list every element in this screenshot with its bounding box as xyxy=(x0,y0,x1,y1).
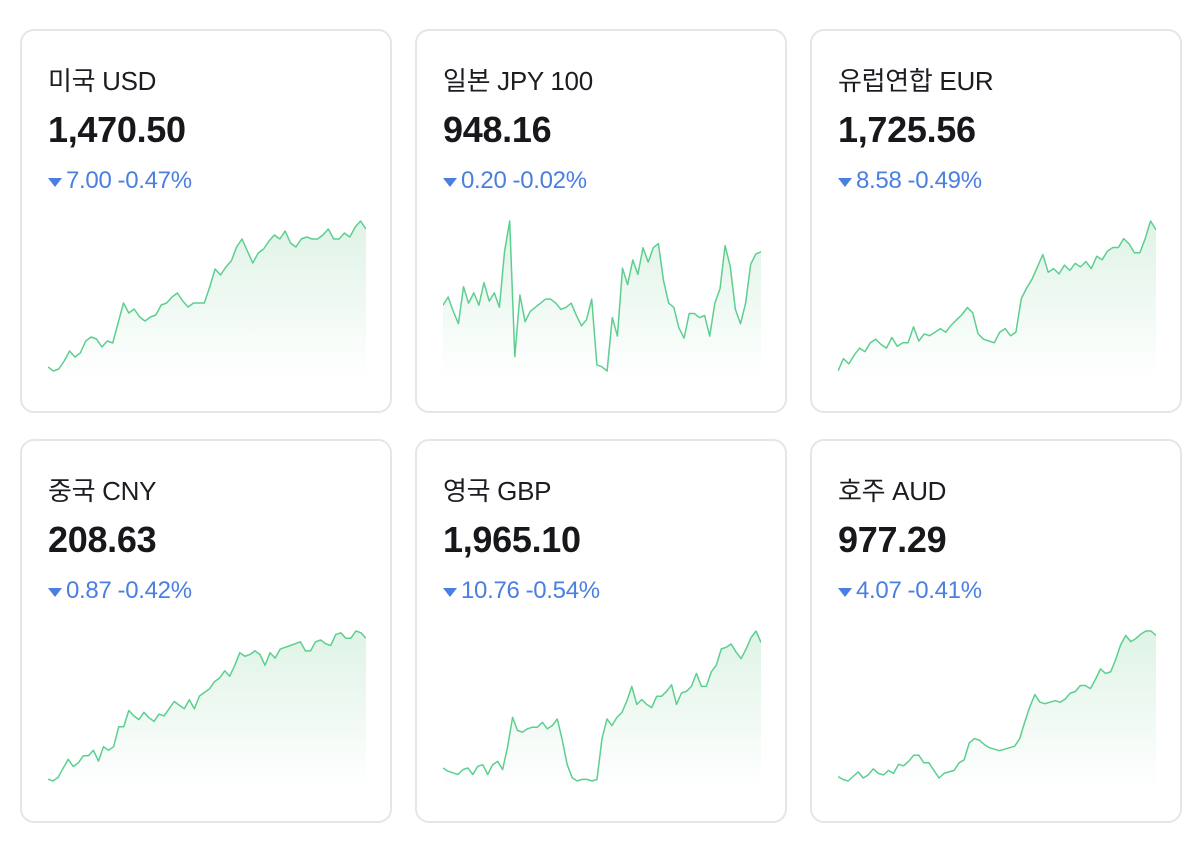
down-triangle-icon xyxy=(838,177,852,187)
currency-card[interactable]: 호주 AUD 977.29 4.07 -0.41% xyxy=(810,439,1182,823)
currency-card[interactable]: 유럽연합 EUR 1,725.56 8.58 -0.49% xyxy=(810,29,1182,413)
exchange-rate: 948.16 xyxy=(443,109,552,150)
sparkline-line xyxy=(48,220,366,372)
currency-card[interactable]: 영국 GBP 1,965.10 10.76 -0.54% xyxy=(415,439,787,823)
sparkline-chart xyxy=(48,630,366,789)
change-percent: -0.02% xyxy=(512,167,588,194)
sparkline-line xyxy=(443,630,761,782)
change-percent: -0.47% xyxy=(117,167,193,194)
rate-change: 7.00 -0.47% xyxy=(48,167,192,195)
exchange-rate-grid: 미국 USD 1,470.50 7.00 -0.47% 일본 JPY 100 9… xyxy=(20,29,1182,823)
currency-name: 유럽연합 EUR xyxy=(838,66,994,96)
currency-name: 호주 AUD xyxy=(838,476,947,506)
change-percent: -0.54% xyxy=(525,577,601,604)
sparkline-line xyxy=(838,630,1156,782)
currency-name: 일본 JPY 100 xyxy=(443,66,593,96)
sparkline-chart xyxy=(443,630,761,789)
change-amount: 4.07 xyxy=(856,577,902,604)
rate-change: 4.07 -0.41% xyxy=(838,577,982,605)
down-triangle-icon xyxy=(48,177,62,187)
sparkline-line xyxy=(838,220,1156,372)
rate-change: 10.76 -0.54% xyxy=(443,577,600,605)
sparkline-area xyxy=(443,221,761,379)
change-amount: 0.20 xyxy=(461,167,507,194)
sparkline-area xyxy=(838,221,1156,379)
currency-card[interactable]: 중국 CNY 208.63 0.87 -0.42% xyxy=(20,439,392,823)
change-percent: -0.49% xyxy=(907,167,983,194)
exchange-rate: 208.63 xyxy=(48,519,157,560)
exchange-rate: 1,965.10 xyxy=(443,519,581,560)
change-percent: -0.42% xyxy=(117,577,193,604)
change-amount: 10.76 xyxy=(461,577,520,604)
sparkline-area xyxy=(838,631,1156,789)
rate-change: 0.87 -0.42% xyxy=(48,577,192,605)
down-triangle-icon xyxy=(48,587,62,597)
down-triangle-icon xyxy=(443,587,457,597)
sparkline-area xyxy=(48,221,366,379)
sparkline-area xyxy=(443,631,761,789)
exchange-rate: 977.29 xyxy=(838,519,947,560)
change-percent: -0.41% xyxy=(907,577,983,604)
currency-card[interactable]: 일본 JPY 100 948.16 0.20 -0.02% xyxy=(415,29,787,413)
down-triangle-icon xyxy=(838,587,852,597)
change-amount: 8.58 xyxy=(856,167,902,194)
exchange-rate: 1,470.50 xyxy=(48,109,186,150)
currency-name: 미국 USD xyxy=(48,66,157,96)
rate-change: 0.20 -0.02% xyxy=(443,167,587,195)
rate-change: 8.58 -0.49% xyxy=(838,167,982,195)
currency-card[interactable]: 미국 USD 1,470.50 7.00 -0.47% xyxy=(20,29,392,413)
sparkline-chart xyxy=(838,220,1156,379)
exchange-rate: 1,725.56 xyxy=(838,109,976,150)
down-triangle-icon xyxy=(443,177,457,187)
sparkline-area xyxy=(48,631,366,789)
sparkline-chart xyxy=(48,220,366,379)
change-amount: 0.87 xyxy=(66,577,112,604)
sparkline-chart xyxy=(443,220,761,379)
change-amount: 7.00 xyxy=(66,167,112,194)
sparkline-line xyxy=(48,630,366,782)
currency-name: 영국 GBP xyxy=(443,476,552,506)
currency-name: 중국 CNY xyxy=(48,476,157,506)
sparkline-chart xyxy=(838,630,1156,789)
sparkline-line xyxy=(443,220,761,372)
